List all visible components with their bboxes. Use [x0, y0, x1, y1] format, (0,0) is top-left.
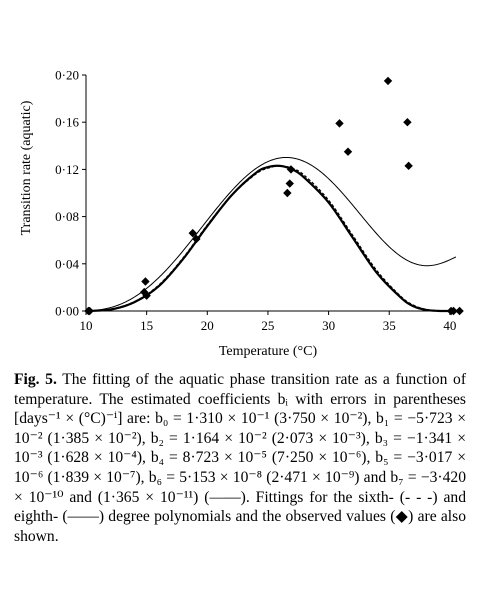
figure-label: Fig. 5.: [14, 371, 57, 388]
figure-caption: Fig. 5. The fitting of the aquatic phase…: [14, 370, 466, 546]
x-tick-label: 15: [140, 318, 153, 333]
observed-point: [403, 118, 412, 127]
observed-point: [455, 306, 464, 316]
x-tick-label: 10: [80, 318, 93, 333]
observed-point: [283, 188, 292, 198]
axes: 0·00 0·04 0·08 0·12 0·16 0·20 10 15 20 25 30 35 40: [55, 68, 462, 333]
x-tick-label: 30: [322, 318, 335, 333]
y-tick-label: 0·20: [55, 68, 79, 83]
observed-point: [449, 306, 458, 316]
chart: 0·00 0·04 0·08 0·12 0·16 0·20 10 15 20 25 30 35 40 T…: [19, 68, 464, 359]
y-tick-label: 0·04: [55, 256, 79, 271]
observed-point: [335, 119, 344, 128]
observed-points: [84, 76, 464, 316]
observed-point: [141, 277, 150, 286]
y-tick-label: 0·12: [55, 162, 79, 177]
observed-point: [85, 306, 94, 316]
observed-point: [188, 228, 197, 238]
observed-point: [404, 161, 413, 171]
x-tick-label: 20: [201, 318, 214, 333]
y-tick-label: 0·00: [55, 304, 79, 319]
y-axis-label: Transition rate (aquatic): [19, 100, 34, 235]
observed-point: [286, 165, 296, 174]
observed-point: [343, 147, 353, 156]
observed-point: [383, 76, 393, 86]
observed-point: [285, 179, 294, 188]
x-tick-label: 25: [261, 318, 274, 333]
fit-curves: [85, 156, 463, 313]
fit-curve-degree-8: [85, 164, 463, 313]
observed-point: [142, 291, 151, 300]
y-tick-label: 0·16: [55, 115, 79, 130]
y-tick-label: 0·08: [55, 209, 79, 224]
x-axis-label: Temperature (°C): [219, 344, 318, 359]
fit-curve-degree-6: [85, 165, 463, 312]
x-tick-label: 35: [383, 318, 396, 333]
caption-text: The fitting of the aquatic phase transit…: [14, 371, 467, 545]
fit-curve-degree-7: [85, 156, 457, 312]
x-tick-label: 40: [443, 318, 456, 333]
observed-point: [192, 234, 201, 244]
